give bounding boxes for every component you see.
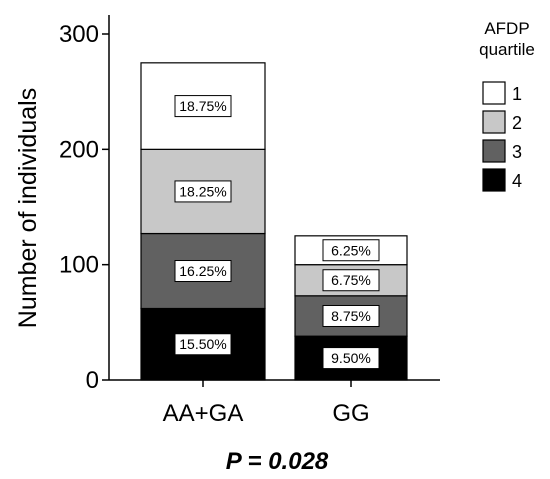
axes: 0 100 200 300 AA+GA GG (59, 15, 440, 427)
data-label-box (174, 95, 232, 118)
data-label-box (322, 269, 380, 292)
data-label: 16.25% (179, 263, 226, 279)
data-label: 9.50% (331, 350, 371, 366)
y-tick-label: 0 (86, 367, 99, 394)
legend-title: quartile (479, 40, 535, 59)
data-label: 18.75% (179, 98, 226, 114)
legend-swatch (482, 110, 506, 134)
legend-label: 3 (512, 142, 522, 162)
legend-label: 1 (512, 84, 522, 104)
legend-label: 4 (512, 171, 522, 191)
data-label: 6.75% (331, 272, 371, 288)
data-label-box (322, 304, 380, 327)
p-value-annotation: P = 0.028 (226, 448, 329, 475)
data-label: 18.25% (179, 183, 226, 199)
data-label-box (174, 333, 232, 356)
legend-swatch (482, 81, 506, 105)
data-label-box (174, 260, 232, 283)
y-tick-label: 200 (59, 136, 99, 163)
data-label: 8.75% (331, 308, 371, 324)
data-label-box (322, 347, 380, 370)
x-tick-label: AA+GA (163, 400, 244, 427)
legend-swatch (482, 139, 506, 163)
y-axis-title: Number of individuals (14, 88, 42, 328)
legend-swatch (482, 168, 506, 192)
legend-title: AFDP (484, 19, 529, 38)
data-label: 6.25% (331, 242, 371, 258)
y-tick-label: 300 (59, 21, 99, 48)
x-tick-label: GG (332, 400, 369, 427)
data-label-box (322, 239, 380, 262)
y-tick-label: 100 (59, 252, 99, 279)
bars: 15.50% 16.25% 18.25% 18.75% 9.50% 8.75% 6.75% 6… (140, 62, 408, 381)
data-label: 15.50% (179, 336, 226, 352)
legend: AFDP quartile 1 2 3 4 (479, 19, 535, 192)
data-label-box (174, 180, 232, 203)
legend-label: 2 (512, 113, 522, 133)
